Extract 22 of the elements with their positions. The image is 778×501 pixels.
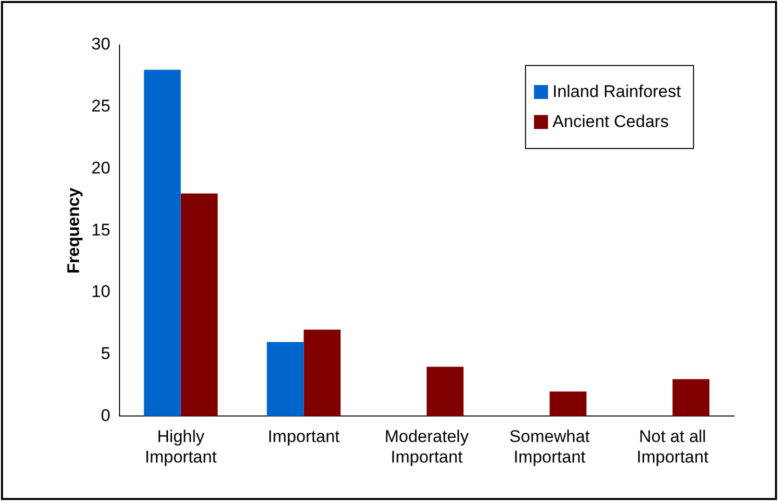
x-tick-label: Important: [268, 427, 340, 446]
y-tick-label: 0: [100, 406, 110, 425]
y-tick-label: 15: [91, 220, 110, 240]
legend-label: Ancient Cedars: [551, 112, 670, 132]
y-tick-label: 30: [91, 34, 110, 54]
y-axis-title: Frequency: [64, 187, 83, 274]
legend-label: Inland Rainforest: [551, 82, 681, 102]
bar: [672, 379, 710, 416]
bar: [144, 70, 181, 416]
bar: [426, 366, 464, 416]
y-tick-label: 5: [100, 344, 110, 364]
bar: [266, 342, 304, 416]
bar: [304, 330, 341, 416]
x-tick-label: Somewhat Important: [509, 427, 590, 466]
y-tick-label: 10: [91, 282, 110, 302]
x-tick-label: Moderately Important: [384, 427, 470, 466]
x-tick-label: Highly Important: [144, 427, 217, 466]
y-tick-label: 25: [91, 96, 110, 116]
bar: [180, 193, 218, 416]
y-tick-label: 20: [91, 158, 110, 178]
bar: [550, 391, 586, 416]
x-tick-label: Not at all Important: [636, 427, 709, 466]
